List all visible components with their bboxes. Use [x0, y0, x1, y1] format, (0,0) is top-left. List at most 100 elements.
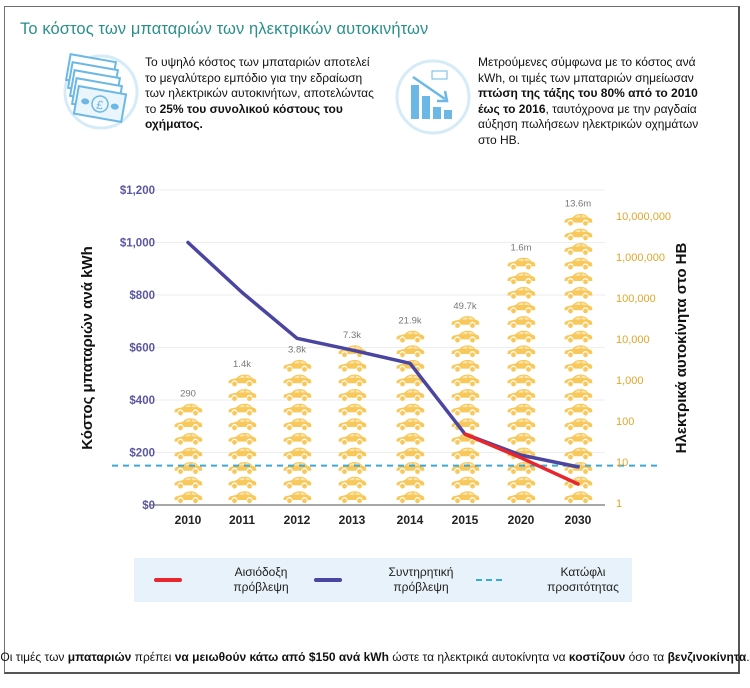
- x-axis-tick-label: 2014: [397, 513, 424, 527]
- x-axis-ticks: 2010 2011 2012 2013 2014 2015 2020 2030: [175, 513, 592, 527]
- car-icon: [174, 432, 203, 445]
- x-axis-tick-label: 2020: [508, 513, 535, 527]
- car-icon: [174, 491, 203, 504]
- car-icon: [396, 491, 425, 504]
- car-icon: [283, 418, 312, 431]
- banknotes-icon: £: [60, 48, 142, 130]
- car-icon: [507, 491, 536, 504]
- car-icon: [564, 228, 593, 241]
- car-icon: [338, 476, 367, 489]
- car-icon: [507, 374, 536, 387]
- footer-text-bold: βενζινοκίνητα: [667, 650, 747, 664]
- intro-left-highlight: 25% του συνολικού κόστους του οχήματος.: [145, 101, 343, 132]
- ev-count-label: 49.7k: [453, 301, 476, 312]
- car-icon: [228, 491, 257, 504]
- car-icon: [451, 403, 480, 416]
- car-column: [451, 316, 480, 504]
- car-icon: [564, 374, 593, 387]
- car-icon: [174, 476, 203, 489]
- car-icon: [338, 462, 367, 474]
- left-axis-tick-label: $400: [129, 395, 155, 407]
- car-icon: [507, 432, 536, 445]
- car-column: [338, 345, 367, 504]
- right-axis-tick-label: 100: [616, 416, 634, 428]
- car-icon: [174, 447, 203, 460]
- battery-cost-chart: 290 1.4k 3.8k 7.3k 21.9k 49.7k 1.6m 13.6m $0 $20…: [79, 185, 690, 527]
- optimistic-forecast-line: [463, 432, 580, 486]
- car-icon: [283, 447, 312, 460]
- footer-text: ώστε τα ηλεκτρικά αυτοκίνητα να: [388, 650, 569, 664]
- car-icon: [228, 389, 257, 401]
- car-column: [564, 213, 593, 504]
- right-axis-tick-label: 10,000,000: [616, 211, 671, 223]
- x-axis-tick-label: 2012: [284, 513, 311, 527]
- ev-count-label: 1.6m: [510, 242, 531, 253]
- car-icon: [338, 447, 367, 460]
- car-icon: [396, 389, 425, 401]
- car-column: [174, 403, 203, 504]
- car-icon: [451, 491, 480, 504]
- car-icon: [507, 359, 536, 372]
- infographic-frame: [4, 6, 740, 674]
- legend-label: Συντηρητική πρόβλεψη: [388, 565, 454, 594]
- car-icon: [564, 330, 593, 343]
- intro-left-text-part: Το υψηλό κόστος των μπαταριών αποτελεί τ…: [145, 55, 374, 116]
- legend-swatch-dashed-line: [476, 579, 502, 581]
- ev-count-label: 3.8k: [288, 345, 306, 356]
- car-icon: [451, 359, 480, 372]
- car-icon: [507, 286, 536, 299]
- left-axis-ticks: $0 $200 $400 $600 $800 $1,000 $1,200: [120, 185, 155, 512]
- car-icon: [564, 447, 593, 460]
- car-icon: [451, 330, 480, 343]
- car-icon: [564, 359, 593, 372]
- car-icon: [338, 403, 367, 416]
- car-icon: [338, 418, 367, 431]
- car-icon: [396, 403, 425, 416]
- car-icon: [228, 476, 257, 489]
- car-icon: [451, 316, 480, 328]
- footer-note: Οι τιμές των μπαταριών πρέπει να μειωθού…: [0, 650, 750, 664]
- car-icon: [507, 272, 536, 285]
- x-axis-tick-label: 2015: [452, 513, 479, 527]
- car-icon: [564, 243, 593, 255]
- intro-left-text: Το υψηλό κόστος των μπαταριών αποτελεί τ…: [145, 55, 380, 133]
- car-icon: [564, 389, 593, 401]
- right-axis-label: Ηλεκτρικά αυτοκίνητα στο ΗΒ: [673, 242, 690, 453]
- car-icon: [283, 359, 312, 372]
- intro-right-text-part: Μετρούμενες σύμφωνα με το κόστος ανά kWh…: [478, 55, 696, 85]
- ev-count-label: 290: [180, 388, 196, 399]
- car-icon: [283, 403, 312, 416]
- x-axis-tick-label: 2013: [339, 513, 366, 527]
- car-icon: [507, 330, 536, 343]
- car-column: [396, 330, 425, 504]
- ev-count-label: 1.4k: [233, 359, 251, 370]
- car-icon: [564, 403, 593, 416]
- car-icon: [507, 301, 536, 314]
- car-icon: [451, 389, 480, 401]
- conservative-forecast-line: [186, 240, 580, 469]
- car-icon: [507, 257, 536, 270]
- car-icon: [338, 432, 367, 445]
- car-icon: [507, 389, 536, 401]
- car-icon: [174, 403, 203, 416]
- car-icon: [228, 374, 257, 387]
- left-axis-tick-label: $600: [129, 343, 155, 355]
- ev-count-labels: 290 1.4k 3.8k 7.3k 21.9k 49.7k 1.6m 13.6m: [180, 199, 591, 400]
- svg-text:£: £: [95, 98, 104, 113]
- car-icon: [396, 476, 425, 489]
- footer-text-bold: μπαταριών: [67, 650, 132, 664]
- right-axis-tick-label: 1: [616, 498, 622, 510]
- legend-swatch-blue-line: [314, 578, 342, 582]
- car-icon: [564, 301, 593, 314]
- car-icon: [283, 374, 312, 387]
- car-column: [283, 359, 312, 504]
- car-icon: [228, 432, 257, 445]
- left-axis-tick-label: $800: [129, 290, 155, 302]
- chart-legend: Αισιόδοξη πρόβλεψη Συντηρητική πρόβλεψη …: [134, 558, 632, 602]
- car-icon: [507, 418, 536, 431]
- right-axis-tick-label: 1,000,000: [616, 252, 665, 264]
- legend-swatch-red-line: [154, 578, 182, 582]
- car-icon: [507, 476, 536, 489]
- car-icon: [338, 374, 367, 387]
- footer-text: .: [746, 650, 750, 664]
